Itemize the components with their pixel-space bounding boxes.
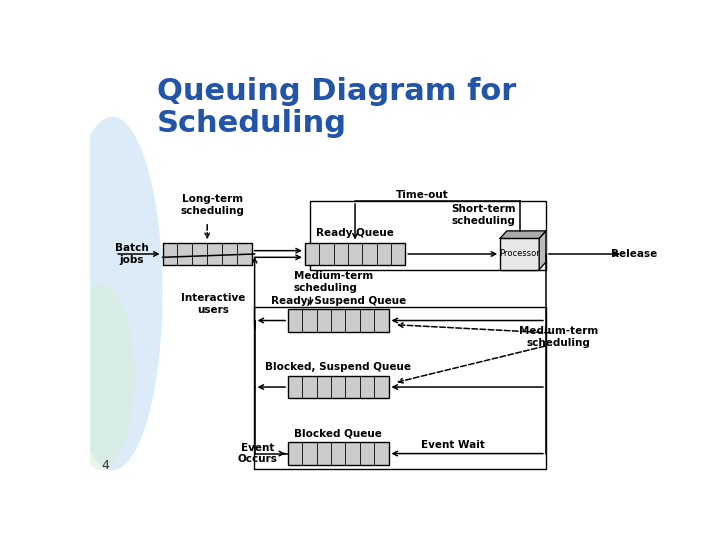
Text: Release: Release bbox=[611, 249, 657, 259]
Ellipse shape bbox=[68, 283, 135, 470]
Bar bbox=[310, 200, 546, 269]
Text: Blocked Queue: Blocked Queue bbox=[294, 429, 382, 439]
Bar bbox=[254, 307, 546, 469]
Text: Long-term
scheduling: Long-term scheduling bbox=[181, 194, 245, 216]
Bar bbox=[288, 309, 389, 332]
Text: Blocked, Suspend Queue: Blocked, Suspend Queue bbox=[265, 362, 411, 372]
Text: 4: 4 bbox=[101, 460, 109, 472]
Text: Batch
jobs: Batch jobs bbox=[115, 243, 149, 265]
Ellipse shape bbox=[62, 117, 163, 470]
Text: Medium-term
scheduling: Medium-term scheduling bbox=[519, 326, 598, 348]
Text: Processor: Processor bbox=[499, 249, 540, 259]
Text: Event
Occurs: Event Occurs bbox=[238, 443, 277, 464]
Bar bbox=[288, 442, 389, 465]
Bar bbox=[163, 242, 252, 266]
Text: Time-out: Time-out bbox=[395, 190, 449, 200]
Text: Short-term
scheduling: Short-term scheduling bbox=[451, 204, 516, 226]
Polygon shape bbox=[539, 231, 546, 269]
Text: Queuing Diagram for
Scheduling: Queuing Diagram for Scheduling bbox=[157, 77, 516, 138]
Text: Event Wait: Event Wait bbox=[420, 440, 485, 450]
Bar bbox=[305, 242, 405, 266]
Bar bbox=[288, 376, 389, 399]
Text: Ready, Suspend Queue: Ready, Suspend Queue bbox=[271, 296, 406, 306]
Polygon shape bbox=[500, 231, 546, 238]
Text: Medium-term
scheduling: Medium-term scheduling bbox=[294, 271, 373, 293]
Bar bbox=[500, 238, 539, 269]
Text: Interactive
users: Interactive users bbox=[181, 293, 245, 315]
Text: Ready Queue: Ready Queue bbox=[316, 227, 394, 238]
